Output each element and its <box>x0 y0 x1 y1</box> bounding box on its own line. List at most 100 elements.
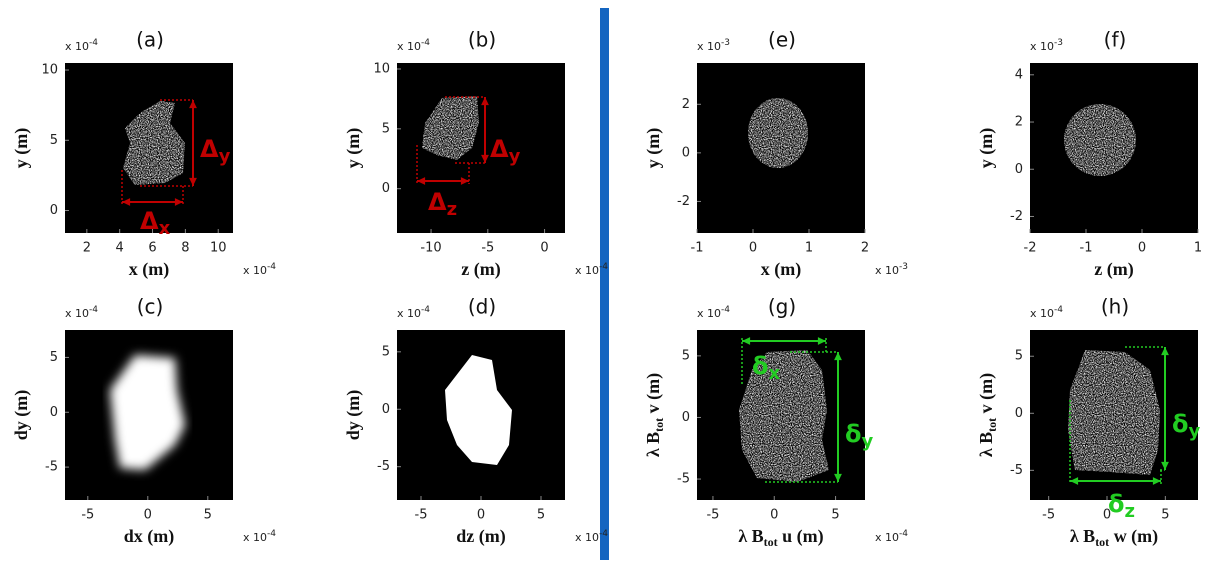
x-tick-label: 4 <box>116 241 124 256</box>
x-axis-label: x (m) <box>129 259 169 280</box>
x-multiplier: x 10-4 <box>875 529 908 545</box>
y-tick-label: -5 <box>377 459 390 474</box>
y-axis-label-rest: v (m) <box>643 373 664 418</box>
extent-symbol: Δ <box>428 188 447 216</box>
y-axis-label: λ Btot v (m) <box>643 373 666 457</box>
extent-subscript: y <box>219 146 231 167</box>
x-tick-label: 2 <box>861 241 869 256</box>
y-tick-label: 0 <box>1015 162 1023 177</box>
extent-subscript: y <box>1189 421 1201 442</box>
x-tick-label: 0 <box>749 241 757 256</box>
panel-label: (a) <box>136 28 164 52</box>
y-tick-label: 0 <box>382 181 390 196</box>
y-exponent: -3 <box>721 38 730 48</box>
extent-symbol: δ <box>1108 490 1125 518</box>
y-exponent: -3 <box>1054 38 1063 48</box>
extent-subscript: y <box>509 146 521 167</box>
y-multiplier-base: x 10 <box>1030 307 1054 320</box>
x-tick-label: 2 <box>83 241 91 256</box>
arrow-head <box>189 100 197 109</box>
image-content <box>445 355 512 465</box>
x-axis-label: x (m) <box>761 259 801 280</box>
y-tick-label: 0 <box>682 145 690 160</box>
x-multiplier-base: x 10 <box>243 531 267 544</box>
extent-symbol: Δ <box>490 135 509 163</box>
extent-subscript: z <box>1125 501 1135 522</box>
panel-label: (g) <box>768 295 796 319</box>
y-multiplier: x 10-4 <box>1030 305 1063 321</box>
y-tick-label: 0 <box>682 410 690 425</box>
x-tick-label: 5 <box>831 508 839 523</box>
extent-label: Δy <box>490 135 521 167</box>
arrow-head <box>189 177 197 186</box>
arrow-head <box>1161 461 1169 470</box>
x-tick-label: 5 <box>204 508 212 523</box>
particle-blob <box>422 96 479 160</box>
x-multiplier-base: x 10 <box>875 264 899 277</box>
arrow-head <box>481 154 489 163</box>
arrow-head <box>834 352 842 361</box>
x-tick-label: 1 <box>805 241 813 256</box>
y-tick-label: 5 <box>50 133 58 148</box>
y-axis-label: λ Btot v (m) <box>976 373 999 457</box>
particle-blob <box>1064 104 1136 176</box>
y-tick-label: -5 <box>677 472 690 487</box>
y-tick-label: 4 <box>1015 67 1023 82</box>
x-multiplier-base: x 10 <box>575 264 599 277</box>
x-multiplier: x 10-4 <box>243 262 276 278</box>
x-tick-label: 0 <box>540 241 548 256</box>
y-tick-label: 5 <box>382 344 390 359</box>
y-tick-label: 2 <box>682 97 690 112</box>
x-multiplier-base: x 10 <box>243 264 267 277</box>
y-exponent: -4 <box>721 305 730 315</box>
y-multiplier: x 10-3 <box>697 38 730 54</box>
panel-label: (f) <box>1104 28 1127 52</box>
arrow-head <box>122 198 131 206</box>
y-multiplier-base: x 10 <box>697 40 721 53</box>
x-tick-label: 0 <box>1103 508 1111 523</box>
y-axis-label-sub: tot <box>652 418 666 432</box>
y-tick-label: -5 <box>45 460 58 475</box>
y-tick-label: -2 <box>1010 209 1023 224</box>
x-tick-label: -1 <box>1080 241 1093 256</box>
x-tick-label: -5 <box>481 241 494 256</box>
extent-label: Δy <box>200 135 231 167</box>
x-tick-label: -5 <box>415 508 428 523</box>
image-content <box>110 355 185 470</box>
panel-label: (b) <box>468 28 496 52</box>
extent-label: Δx <box>140 207 171 239</box>
panel-label: (d) <box>468 295 496 319</box>
y-exponent: -4 <box>89 38 98 48</box>
x-multiplier-base: x 10 <box>575 531 599 544</box>
y-multiplier: x 10-4 <box>697 305 730 321</box>
x-axis-label-rest: w (m) <box>1109 526 1158 547</box>
y-multiplier: x 10-4 <box>397 305 430 321</box>
extent-label: δy <box>1172 410 1201 442</box>
x-multiplier: x 10-4 <box>243 529 276 545</box>
x-tick-label: 0 <box>1138 241 1146 256</box>
y-multiplier: x 10-3 <box>1030 38 1063 54</box>
particle-blob <box>445 355 512 465</box>
y-axis-label: y (m) <box>343 128 364 168</box>
y-axis-label-main: λ B <box>976 432 996 457</box>
extent-label: δx <box>752 352 781 384</box>
extent-subscript: y <box>862 431 874 452</box>
y-multiplier-base: x 10 <box>397 40 421 53</box>
extent-symbol: δ <box>752 352 769 380</box>
y-multiplier: x 10-4 <box>65 305 98 321</box>
x-axis-label: z (m) <box>1094 259 1133 280</box>
x-tick-label: -10 <box>420 241 441 256</box>
x-tick-label: 0 <box>144 508 152 523</box>
x-multiplier: x 10-4 <box>575 262 608 278</box>
x-exponent: -4 <box>599 262 608 272</box>
x-axis-label: λ Btot u (m) <box>738 526 823 549</box>
particle-blob <box>748 98 808 168</box>
image-content <box>748 98 808 168</box>
x-tick-label: 0 <box>770 508 778 523</box>
y-tick-label: 5 <box>50 350 58 365</box>
x-tick-label: 6 <box>148 241 156 256</box>
x-exponent: -4 <box>267 529 276 539</box>
y-axis-label: y (m) <box>643 128 664 168</box>
arrow-head <box>742 337 751 345</box>
extent-subscript: z <box>447 199 457 220</box>
